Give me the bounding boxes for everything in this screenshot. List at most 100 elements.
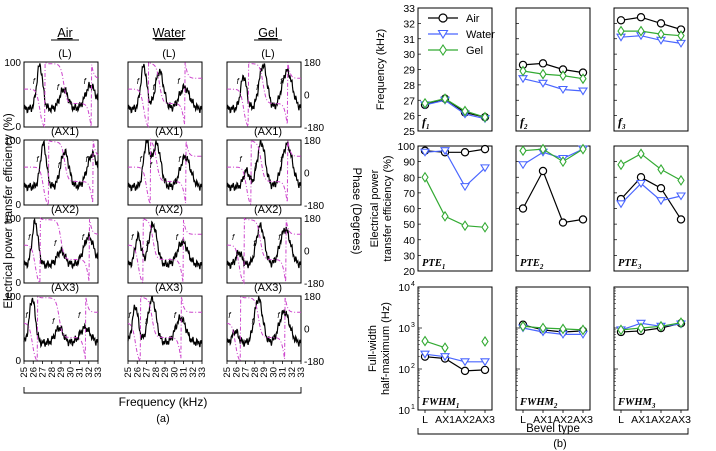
panel-frame: [127, 61, 203, 128]
series-line-gel: [522, 325, 584, 331]
data-point-water: [480, 164, 490, 173]
medium-header-air: Air: [57, 26, 72, 40]
x-tick-label: 28: [250, 367, 261, 378]
phase-tick: -180: [304, 279, 324, 290]
resonance-marker: f: [28, 233, 31, 242]
y-tick-label: 10: [398, 405, 410, 417]
x-tick-label: 27: [38, 367, 49, 378]
category-label: L: [520, 414, 526, 426]
x-tick-label: 27: [142, 367, 153, 378]
magnitude-curve: [23, 140, 99, 192]
phase-curve: [128, 138, 202, 205]
phase-curve: [128, 217, 202, 285]
category-label: AX1: [435, 414, 455, 426]
left-x-axis-title: Frequency (kHz): [119, 395, 208, 409]
resonance-marker: f: [277, 311, 280, 320]
series-line-water: [620, 35, 682, 44]
resonance-marker: f: [176, 233, 179, 242]
data-point-air: [616, 16, 626, 25]
summary-panel-fwhm3: FWHM3 L AX1 AX2 AX3: [613, 286, 691, 426]
phase-tick: 180: [304, 136, 321, 147]
data-point-water: [460, 358, 470, 367]
row-label: (L): [162, 48, 175, 60]
series-line-gel: [620, 322, 682, 331]
panel-frame: [613, 286, 689, 411]
category-label: AX2: [455, 414, 475, 426]
phase-tick: 180: [304, 58, 321, 69]
legend: Air Water Gel: [428, 13, 495, 57]
y-tick-100: 100: [4, 136, 21, 147]
resonance-marker: f: [137, 77, 140, 86]
series-line-water: [522, 327, 583, 335]
data-point-water: [440, 147, 450, 156]
phase-curve: [227, 217, 301, 285]
resonance-marker: f: [237, 77, 240, 86]
series-line-water: [424, 150, 486, 188]
data-point-gel: [657, 163, 665, 175]
x-tick-label: 25: [19, 367, 30, 378]
row-ylabel: Electrical powertransfer efficiency (%): [369, 155, 394, 261]
row-label: (AX1): [155, 126, 183, 138]
spectrum-panel-gel-1: f f f 180 0 -180: [226, 136, 324, 212]
panel-label: FWHM1: [421, 397, 459, 410]
resonance-marker: f: [254, 161, 257, 170]
data-point-gel: [637, 322, 645, 334]
row-ylabel: Frequency (kHz): [375, 29, 387, 110]
data-point-air: [538, 59, 548, 68]
data-point-air: [460, 366, 470, 376]
data-point-air: [558, 218, 568, 227]
panel-label: f3: [618, 115, 626, 131]
data-point-gel: [677, 174, 685, 186]
resonance-marker: f: [57, 83, 60, 92]
data-point-water: [480, 358, 490, 367]
medium-header-water: Water: [153, 26, 186, 40]
resonance-marker: f: [146, 239, 149, 248]
resonance-marker: f: [253, 239, 256, 248]
row-ylabel: Full-widthhalf-maximum (Hz): [367, 302, 392, 395]
legend-label-water: Water: [466, 29, 495, 41]
x-tick-label: 28: [47, 367, 58, 378]
x-tick-label: 26: [231, 367, 242, 378]
series-line-gel: [424, 98, 486, 118]
spectrum-panel-water-0: fff: [127, 60, 203, 129]
spectrum-panel-air-2: f f f 100 0: [4, 214, 99, 289]
data-point-air: [460, 148, 470, 157]
phase-tick: 0: [304, 91, 310, 102]
x-tick-label: 25: [123, 367, 134, 378]
x-tick-label: 27: [241, 367, 252, 378]
y-tick-label: 10: [398, 364, 410, 376]
data-point-gel: [657, 28, 665, 40]
resonance-marker: f: [85, 155, 88, 164]
data-point-air: [578, 215, 588, 224]
y-tick-label: 90: [403, 157, 415, 169]
medium-header-gel: Gel: [258, 26, 277, 40]
data-point-gel: [481, 111, 489, 123]
x-tick-label: 30: [65, 367, 76, 378]
category-label: AX1: [533, 414, 553, 426]
legend-label-air: Air: [466, 13, 480, 25]
legend-label-gel: Gel: [466, 45, 483, 57]
resonance-marker: f: [278, 233, 281, 242]
row-label: (AX3): [155, 282, 183, 294]
spectrum-panel-air-0: f f f 100 0: [4, 58, 99, 133]
data-point-gel: [657, 320, 665, 332]
x-tick-label: 32: [188, 367, 199, 378]
y-tick-100: 100: [4, 292, 21, 303]
phase-curve: [24, 61, 99, 129]
x-tick-label: 31: [75, 367, 86, 378]
y-tick-exponent: 3: [411, 322, 415, 329]
row-label: (AX3): [51, 282, 79, 294]
row-label: (AX2): [155, 204, 183, 216]
legend-marker-water: [437, 29, 449, 40]
category-label: AX2: [553, 414, 573, 426]
row-label: (L): [261, 48, 274, 60]
data-point-water: [420, 350, 430, 359]
y-tick-label: 29: [403, 65, 415, 77]
left-y-axis-title: Electrical power transfer efficiency (%): [3, 113, 15, 309]
data-point-gel: [617, 159, 625, 171]
resonance-marker: f: [145, 317, 148, 326]
y-tick-0: 0: [15, 122, 21, 133]
y-tick-0: 0: [15, 356, 21, 367]
panel-frame: [23, 217, 99, 284]
